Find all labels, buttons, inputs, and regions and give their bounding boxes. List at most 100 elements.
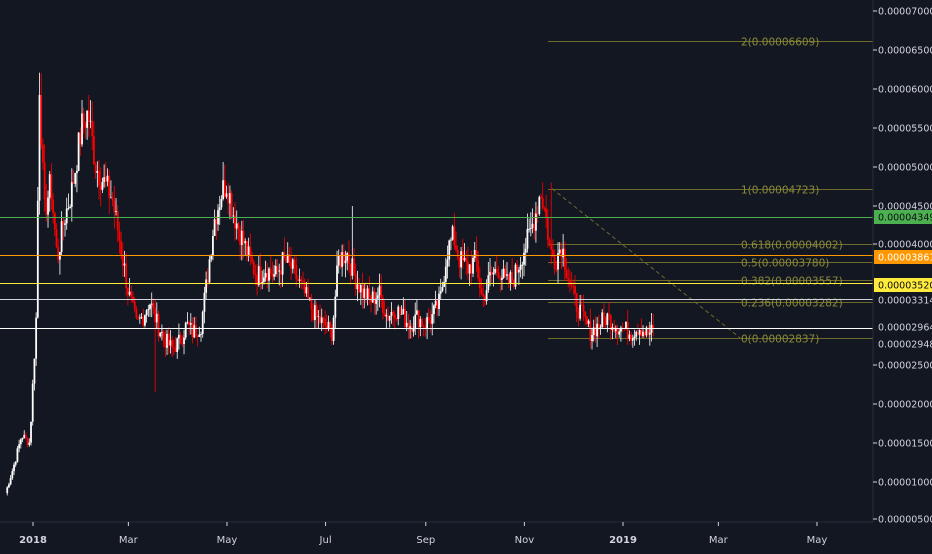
candle-body (283, 252, 286, 257)
candle (422, 324, 425, 337)
candle-body (603, 312, 605, 318)
price-axis[interactable]: 0.00007000 0.00006500 0.00006000 0.00005500… (873, 7, 932, 526)
candle-body (184, 322, 187, 338)
candle-body (312, 309, 315, 320)
candle-body (310, 297, 313, 310)
candle (495, 255, 498, 277)
candle (397, 304, 400, 326)
candle-body (501, 277, 503, 281)
candle-body (286, 254, 289, 263)
candle (446, 245, 449, 279)
candle (637, 323, 639, 336)
candle-body (626, 321, 629, 339)
candle (247, 237, 250, 262)
candle-body (592, 327, 595, 335)
candle (599, 324, 602, 335)
candle-body (19, 439, 22, 445)
badge-label: 0.00002964 (878, 323, 932, 334)
candle-body (346, 253, 349, 261)
candle (548, 237, 551, 247)
candle (322, 316, 325, 330)
candle (625, 321, 627, 330)
candle (147, 304, 150, 317)
candle-body (169, 340, 172, 346)
candle-body (230, 193, 233, 217)
candle-body (322, 317, 325, 319)
candle (565, 258, 568, 279)
x-tick-label: 2018 (19, 535, 47, 546)
candle (96, 161, 99, 188)
time-axis[interactable]: 2018 Mar May Jul Sep Nov 2019 Mar May (19, 522, 827, 546)
candle-body (586, 316, 588, 324)
candle-body (363, 288, 366, 298)
fib-label-0-618: 0.618(0.00004002) (741, 240, 843, 252)
candle-body (465, 257, 468, 262)
candle-body (225, 193, 228, 197)
candle (597, 314, 600, 339)
candle-body (235, 223, 238, 229)
candle-body (120, 240, 123, 255)
candle-body (8, 484, 10, 488)
candle-body (229, 193, 231, 204)
candle (320, 308, 323, 332)
candle (91, 101, 94, 151)
candle (181, 335, 184, 348)
candle-body (128, 291, 131, 295)
candle (392, 309, 395, 327)
candle-body (98, 171, 100, 186)
candle (261, 270, 264, 290)
candle (497, 265, 500, 279)
candle (234, 202, 236, 241)
candle (298, 268, 301, 288)
candle (584, 311, 587, 325)
candle-body (506, 274, 508, 276)
candle (443, 275, 446, 288)
candle (286, 242, 289, 264)
candle (9, 474, 12, 486)
y-tick-label: 0.00007000 (878, 7, 932, 18)
y-tick-label: 0.00005000 (878, 163, 932, 174)
candle-body (599, 326, 602, 328)
candle (536, 205, 539, 223)
candle (230, 190, 233, 220)
candle-body (414, 314, 417, 329)
candle (167, 327, 170, 354)
candle (519, 256, 522, 278)
candle (356, 270, 359, 302)
candle (453, 213, 456, 250)
candle (351, 206, 354, 280)
candle-body (529, 227, 532, 229)
candle (159, 332, 162, 338)
badge-label: 0.00002948 (878, 340, 932, 351)
candle-body (450, 239, 452, 241)
candle (339, 252, 342, 269)
badge-white-line-1: 0.00003314 (874, 293, 932, 307)
candle (201, 310, 204, 338)
candle-body (589, 320, 592, 342)
candle-body (359, 285, 362, 293)
candle-body (31, 383, 34, 422)
candle-body (507, 274, 510, 284)
candle (235, 210, 238, 240)
candle-body (210, 255, 213, 260)
candle-body (373, 291, 376, 304)
candle (451, 224, 454, 241)
candle (317, 310, 320, 329)
candle-body (263, 277, 265, 282)
candle-body (13, 464, 15, 472)
candle-body (113, 200, 116, 212)
candle (273, 265, 276, 281)
candle (127, 287, 129, 306)
candle (50, 163, 53, 210)
candle (251, 251, 253, 264)
candle-body (110, 197, 112, 199)
candle-body (150, 303, 153, 305)
candle (494, 261, 497, 275)
candle (555, 260, 558, 273)
candle-body (412, 328, 415, 332)
candle (319, 304, 321, 325)
candle-body (251, 256, 253, 262)
candle-body (480, 288, 483, 294)
fib-label-1: 1(0.00004723) (741, 185, 819, 197)
candle-body (376, 295, 379, 299)
